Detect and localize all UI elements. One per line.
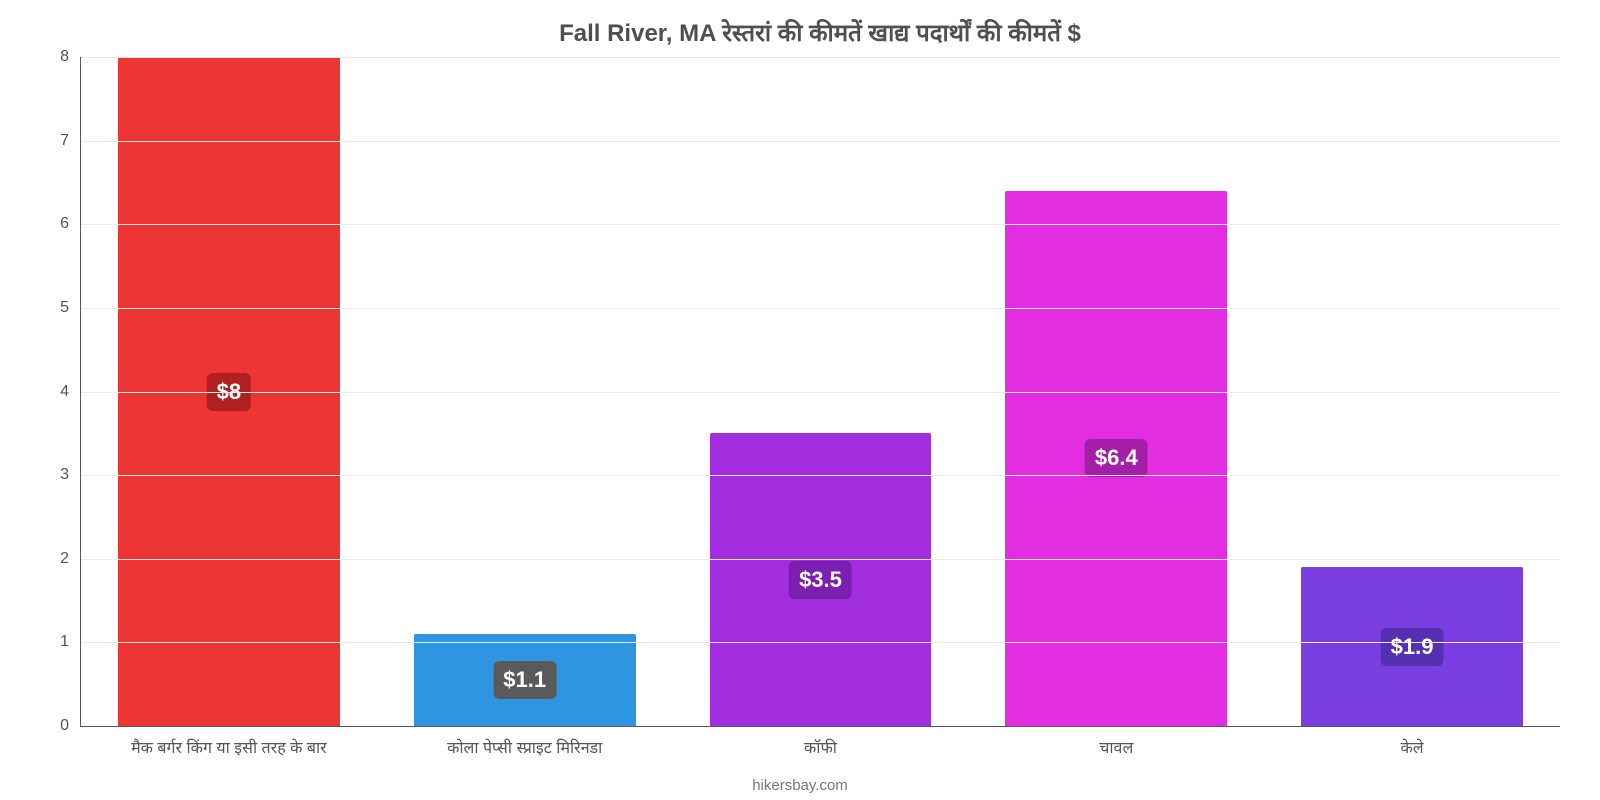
bar-slot: $1.1कोला पेप्सी स्प्राइट मिरिनडा xyxy=(377,57,673,726)
value-badge: $1.1 xyxy=(493,661,556,699)
plot-area: $8मैक बर्गर किंग या इसी तरह के बार$1.1को… xyxy=(80,57,1560,727)
ytick-label: 3 xyxy=(60,466,81,484)
ytick-label: 0 xyxy=(60,717,81,735)
value-badge: $3.5 xyxy=(789,561,852,599)
bar-slot: $3.5कॉफी xyxy=(673,57,969,726)
source-label: hikersbay.com xyxy=(0,777,1600,794)
bar: $3.5 xyxy=(710,433,932,726)
ytick-label: 6 xyxy=(60,215,81,233)
bar: $1.9 xyxy=(1301,567,1523,726)
ytick-label: 1 xyxy=(60,633,81,651)
chart-title: Fall River, MA रेस्तरां की कीमतें खाद्य … xyxy=(80,16,1560,49)
xtick-label: मैक बर्गर किंग या इसी तरह के बार xyxy=(131,726,327,758)
value-badge: $1.9 xyxy=(1381,628,1444,666)
value-badge: $8 xyxy=(207,373,251,411)
xtick-label: कोला पेप्सी स्प्राइट मिरिनडा xyxy=(447,726,602,758)
bar: $1.1 xyxy=(414,634,636,726)
bar: $6.4 xyxy=(1005,191,1227,726)
xtick-label: चावल xyxy=(1099,726,1133,758)
bar-slot: $6.4चावल xyxy=(968,57,1264,726)
ytick-label: 4 xyxy=(60,383,81,401)
ytick-label: 5 xyxy=(60,299,81,317)
value-badge: $6.4 xyxy=(1085,439,1148,477)
xtick-label: कॉफी xyxy=(804,726,837,758)
bar-slot: $1.9केले xyxy=(1264,57,1560,726)
bar: $8 xyxy=(118,57,340,726)
xtick-label: केले xyxy=(1401,726,1424,758)
ytick-label: 2 xyxy=(60,550,81,568)
ytick-label: 7 xyxy=(60,132,81,150)
bars-container: $8मैक बर्गर किंग या इसी तरह के बार$1.1को… xyxy=(81,57,1560,726)
price-chart: Fall River, MA रेस्तरां की कीमतें खाद्य … xyxy=(0,0,1600,800)
bar-slot: $8मैक बर्गर किंग या इसी तरह के बार xyxy=(81,57,377,726)
ytick-label: 8 xyxy=(60,48,81,66)
